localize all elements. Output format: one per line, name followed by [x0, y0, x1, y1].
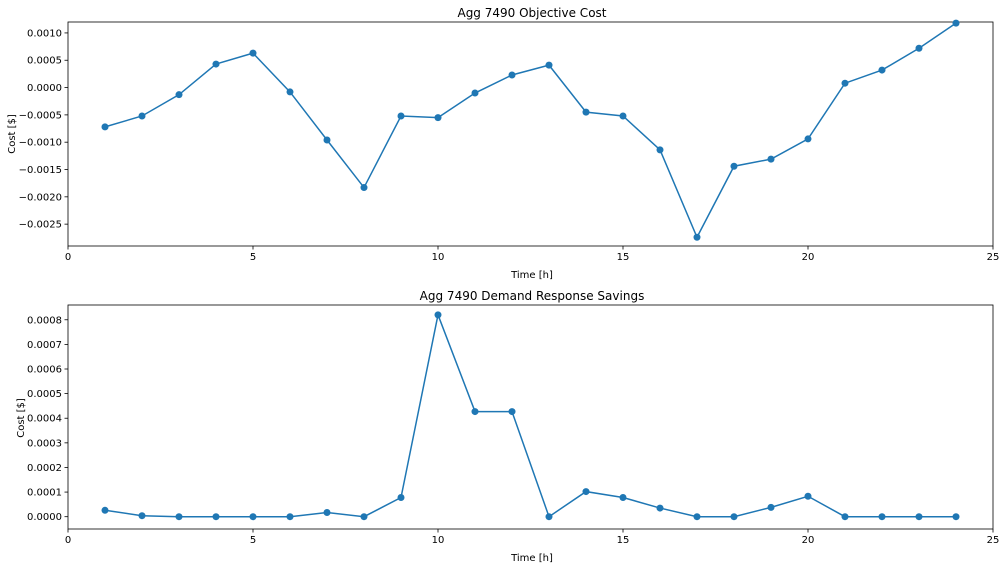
data-point: [175, 91, 183, 99]
data-point: [212, 60, 220, 68]
data-point: [434, 311, 442, 319]
data-point: [915, 513, 923, 521]
plot-area-frame: [67, 304, 994, 530]
x-tick-label: 5: [250, 535, 256, 546]
x-tick-label: 10: [432, 535, 445, 546]
data-point: [841, 79, 849, 87]
data-point: [360, 184, 368, 192]
data-point: [545, 61, 553, 69]
y-tick-label: −0.0010: [19, 138, 62, 149]
y-tick-label: 0.0000: [27, 83, 62, 94]
data-point: [471, 89, 479, 97]
y-tick-label: 0.0010: [27, 28, 62, 39]
y-tick-label: 0.0005: [27, 389, 62, 400]
data-point: [878, 513, 886, 521]
data-point: [323, 509, 331, 517]
data-point: [138, 112, 146, 120]
data-point: [249, 49, 257, 57]
y-tick-label: 0.0008: [27, 315, 62, 326]
data-point: [952, 513, 960, 521]
data-point: [693, 513, 701, 521]
data-point: [915, 44, 923, 52]
data-point: [101, 506, 109, 514]
x-tick-label: 25: [987, 535, 999, 546]
subplot-objective-cost: Agg 7490 Objective Cost 0 5 10 15 20 25 0.0010…: [7, 6, 999, 281]
data-point: [323, 136, 331, 144]
data-point: [101, 123, 109, 131]
y-tick-label: 0.0007: [27, 340, 62, 351]
data-point: [767, 503, 775, 511]
y-tick-label: 0.0002: [27, 463, 62, 474]
data-point: [175, 513, 183, 521]
data-point: [952, 19, 960, 27]
data-series: [101, 19, 960, 241]
data-series: [101, 311, 960, 521]
data-point: [582, 488, 590, 496]
data-point: [286, 88, 294, 96]
x-axis-label: Time [h]: [510, 270, 553, 281]
data-point: [767, 155, 775, 163]
x-tick-label: 10: [432, 252, 445, 263]
data-point: [656, 146, 664, 154]
data-point: [545, 513, 553, 521]
data-point: [730, 162, 738, 170]
y-axis-label: Cost [$]: [16, 398, 27, 438]
y-tick-label: −0.0020: [19, 192, 62, 203]
y-tick-label: −0.0005: [19, 110, 62, 121]
x-tick-label: 25: [987, 252, 999, 263]
x-tick-label: 0: [65, 252, 71, 263]
chart-title: Agg 7490 Objective Cost: [457, 6, 606, 20]
data-point: [471, 408, 479, 416]
data-point: [619, 493, 627, 501]
plot-area-frame: [67, 21, 994, 247]
y-axis-label: Cost [$]: [7, 114, 18, 154]
data-point: [656, 504, 664, 512]
x-tick-label: 15: [617, 535, 630, 546]
x-axis-label: Time [h]: [510, 553, 553, 564]
data-point: [397, 493, 405, 501]
data-point: [804, 135, 812, 143]
data-point: [693, 233, 701, 241]
data-point: [508, 408, 516, 416]
data-point: [397, 112, 405, 120]
data-point: [360, 513, 368, 521]
chart-title: Agg 7490 Demand Response Savings: [420, 289, 645, 303]
data-point: [212, 513, 220, 521]
y-tick-label: 0.0005: [27, 56, 62, 67]
data-point: [138, 512, 146, 520]
series-line: [104, 22, 957, 240]
data-point: [582, 108, 590, 116]
x-tick-label: 20: [802, 535, 815, 546]
y-tick-label: −0.0015: [19, 165, 62, 176]
x-tick-label: 0: [65, 535, 71, 546]
data-point: [434, 114, 442, 122]
data-point: [878, 66, 886, 74]
y-tick-label: 0.0001: [27, 488, 62, 499]
y-tick-label: −0.0025: [19, 220, 62, 231]
data-point: [804, 492, 812, 500]
y-tick-label: 0.0006: [27, 365, 62, 376]
x-tick-label: 20: [802, 252, 815, 263]
axis-ticks: 0 5 10 15 20 25 0.0010 0.0005 0.0000 −0.0005 −0.00…: [19, 28, 999, 263]
data-point: [249, 513, 257, 521]
y-tick-label: 0.0003: [27, 438, 62, 449]
data-point: [286, 513, 294, 521]
y-tick-label: 0.0000: [27, 512, 62, 523]
data-point: [619, 112, 627, 120]
series-line: [104, 312, 956, 518]
data-point: [841, 513, 849, 521]
data-point: [730, 513, 738, 521]
subplot-demand-response-savings: Agg 7490 Demand Response Savings 0 5 10 15 2…: [16, 289, 999, 564]
data-point: [508, 71, 516, 79]
x-tick-label: 15: [617, 252, 630, 263]
axis-ticks: 0 5 10 15 20 25 0.0008 0.0007 0.0006 0.0005 0.0004…: [27, 315, 999, 546]
y-tick-label: 0.0004: [27, 414, 62, 425]
x-tick-label: 5: [250, 252, 256, 263]
